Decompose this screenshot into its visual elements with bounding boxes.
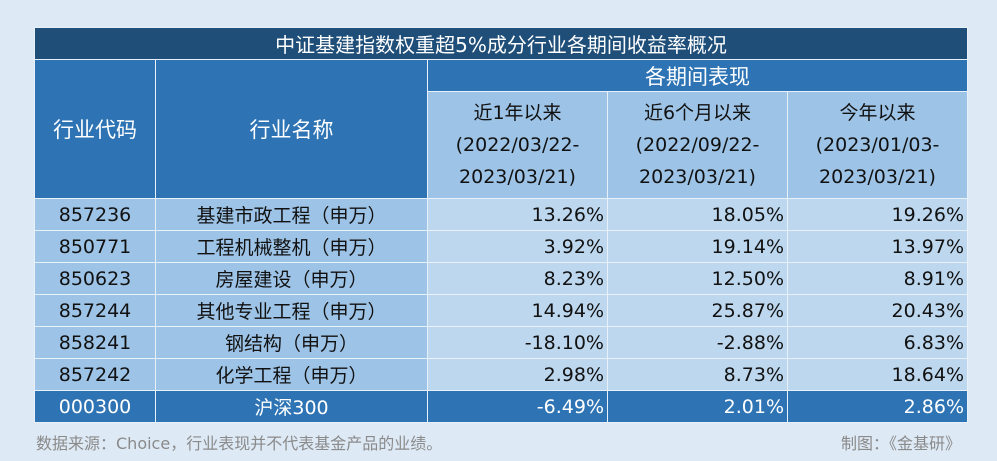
industry-code: 858241 [34, 326, 156, 359]
table-row: 000300 沪深300 -6.49% 2.01% 2.86% [34, 390, 968, 423]
header-code: 行业代码 [34, 59, 156, 199]
source-note: 数据来源：Choice，行业表现并不代表基金产品的业绩。 [36, 434, 443, 453]
industry-name: 工程机械整机（申万） [155, 230, 428, 263]
period-range2: 2023/03/21) [819, 166, 936, 188]
return-value: -18.10% [427, 326, 608, 359]
table-row: 857244 其他专业工程（申万） 14.94% 25.87% 20.43% [34, 294, 968, 327]
return-value: -6.49% [427, 390, 608, 423]
industry-name: 其他专业工程（申万） [155, 294, 428, 327]
table-row: 858241 钢结构（申万） -18.10% -2.88% 6.83% [34, 326, 968, 359]
return-value: 18.64% [787, 358, 968, 391]
header-period: 近6个月以来 (2022/09/22- 2023/03/21) [607, 91, 788, 199]
return-value: 2.98% [427, 358, 608, 391]
table-row: 850623 房屋建设（申万） 8.23% 12.50% 8.91% [34, 262, 968, 295]
return-value: -2.88% [607, 326, 788, 359]
table-row: 857242 化学工程（申万） 2.98% 8.73% 18.64% [34, 358, 968, 391]
header-group: 各期间表现 [427, 59, 968, 92]
return-value: 12.50% [607, 262, 788, 295]
return-value: 2.01% [607, 390, 788, 423]
industry-code: 000300 [34, 390, 156, 423]
return-value: 25.87% [607, 294, 788, 327]
industry-code: 857242 [34, 358, 156, 391]
industry-name: 钢结构（申万） [155, 326, 428, 359]
return-value: 8.23% [427, 262, 608, 295]
table-row: 857236 基建市政工程（申万） 13.26% 18.05% 19.26% [34, 198, 968, 231]
return-value: 13.26% [427, 198, 608, 231]
return-value: 8.73% [607, 358, 788, 391]
header-period: 近1年以来 (2022/03/22- 2023/03/21) [427, 91, 608, 199]
return-value: 6.83% [787, 326, 968, 359]
return-value: 19.14% [607, 230, 788, 263]
return-value: 2.86% [787, 390, 968, 423]
return-value: 8.91% [787, 262, 968, 295]
header-name: 行业名称 [155, 59, 428, 199]
period-label: 近6个月以来 [643, 102, 752, 124]
return-value: 13.97% [787, 230, 968, 263]
return-value: 3.92% [427, 230, 608, 263]
period-range1: (2022/09/22- [635, 134, 760, 156]
industry-code: 857244 [34, 294, 156, 327]
return-value: 20.43% [787, 294, 968, 327]
period-range2: 2023/03/21) [639, 166, 756, 188]
industry-code: 850771 [34, 230, 156, 263]
credit-note: 制图：《金基研》 [840, 434, 961, 453]
header-period: 今年以来 (2023/01/03- 2023/03/21) [787, 91, 968, 199]
return-value: 14.94% [427, 294, 608, 327]
table-row: 850771 工程机械整机（申万） 3.92% 19.14% 13.97% [34, 230, 968, 263]
industry-name: 化学工程（申万） [155, 358, 428, 391]
period-label: 今年以来 [839, 102, 916, 124]
industry-name: 基建市政工程（申万） [155, 198, 428, 231]
period-range2: 2023/03/21) [459, 166, 576, 188]
period-range1: (2022/03/22- [455, 134, 580, 156]
industry-name: 房屋建设（申万） [155, 262, 428, 295]
industry-code: 850623 [34, 262, 156, 295]
industry-name: 沪深300 [155, 390, 428, 423]
period-range1: (2023/01/03- [815, 134, 940, 156]
returns-table: 中证基建指数权重超5%成分行业各期间收益率概况 行业代码 行业名称 各期间表现 … [34, 27, 968, 423]
industry-code: 857236 [34, 198, 156, 231]
period-label: 近1年以来 [473, 102, 562, 124]
return-value: 18.05% [607, 198, 788, 231]
table-title: 中证基建指数权重超5%成分行业各期间收益率概况 [34, 27, 968, 60]
return-value: 19.26% [787, 198, 968, 231]
